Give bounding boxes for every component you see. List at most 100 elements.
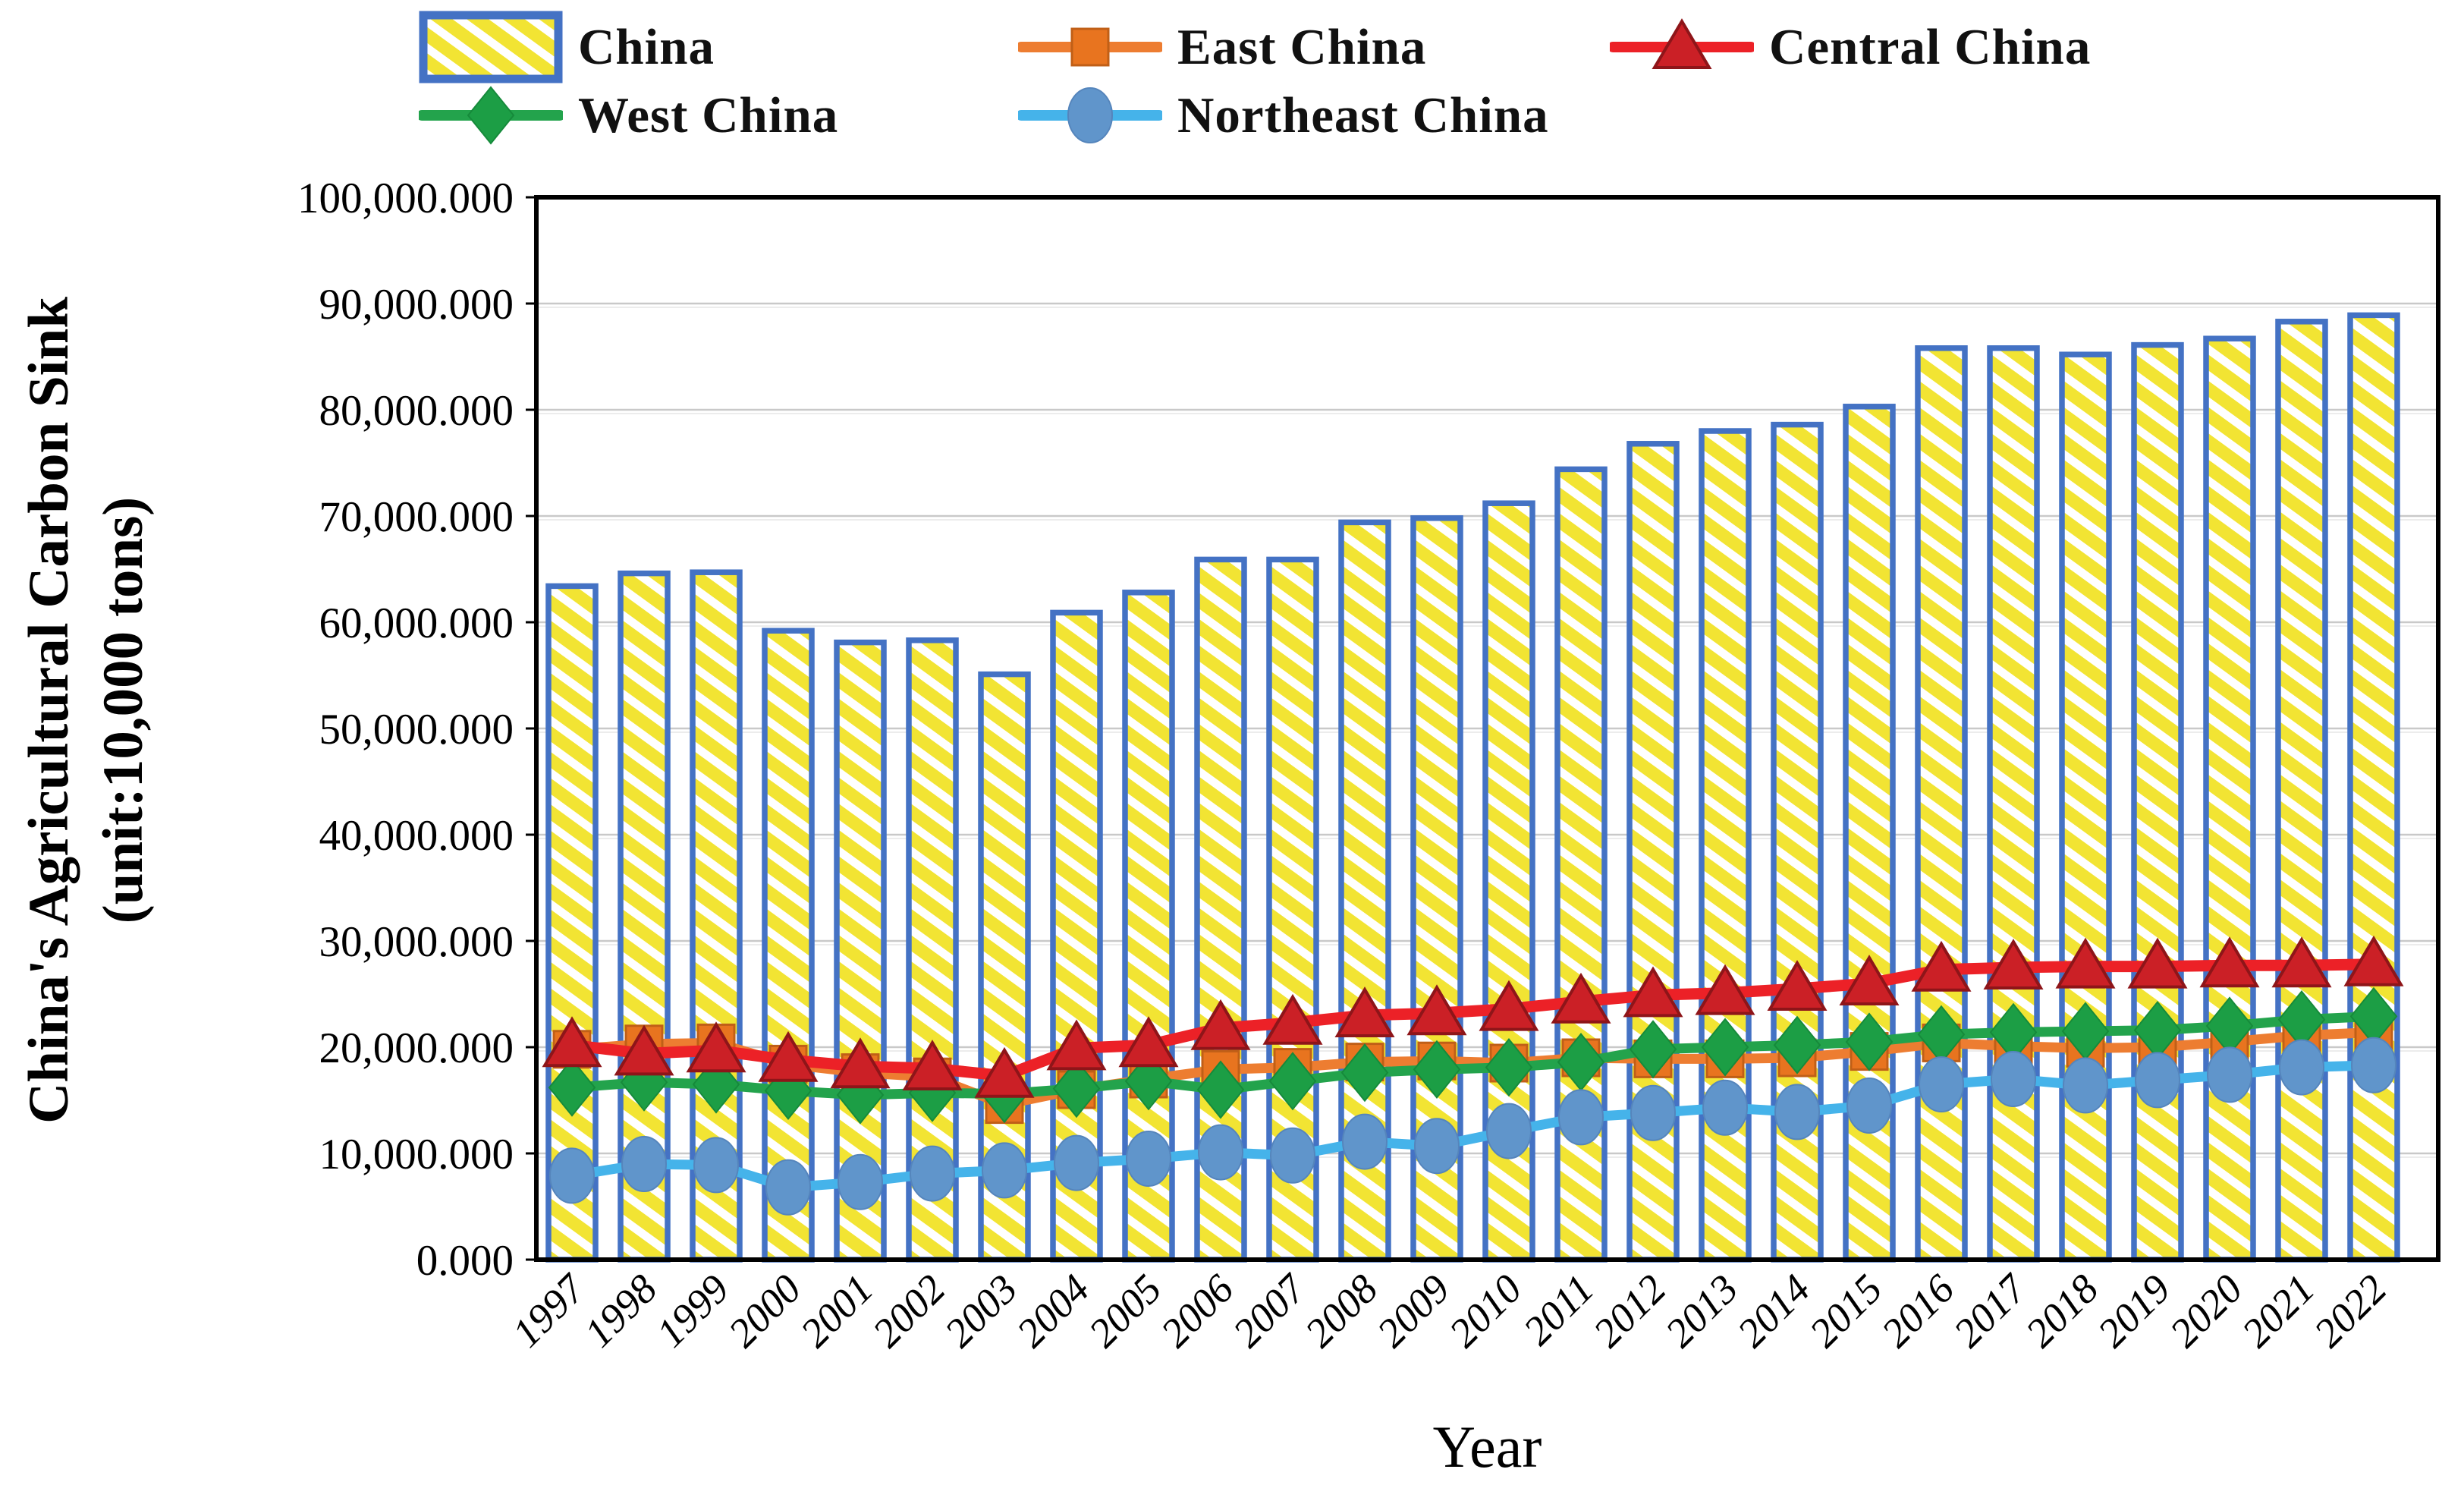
circle-marker [1558,1089,1604,1146]
line-series-layer [542,935,2404,1216]
circle-marker [2135,1052,2180,1109]
circle-marker [1054,1134,1099,1191]
x-tick-label: 2001 [792,1266,882,1356]
x-tick-label: 1997 [504,1265,595,1356]
circle-marker [982,1142,1027,1199]
y-tick-label: 90,000.000 [319,281,514,329]
triangle-marker [542,1016,602,1068]
triangle-marker [1190,999,1251,1050]
x-tick-label: 2000 [720,1266,810,1356]
triangle-marker [1406,984,1467,1036]
y-tick-label: 10,000.000 [319,1131,514,1178]
y-axis-title-line2: (unit:10,000 tons) [92,496,155,924]
x-tick-label: 2012 [1585,1266,1675,1356]
triangle-marker [1652,18,1712,69]
triangle-marker [2343,935,2404,986]
x-tick-label: 1998 [576,1266,666,1356]
bar [2203,335,2256,1263]
y-tick-label: 40,000.000 [319,812,514,860]
triangle-marker [2055,937,2116,989]
diamond-marker [1196,1060,1245,1119]
west-china-line-swatch-icon [419,86,563,145]
bar [545,583,599,1263]
x-axis-title: Year [1432,1414,1542,1480]
y-tick-label: 80,000.000 [319,387,514,435]
square-marker [1070,27,1110,67]
circle-marker [1270,1127,1315,1184]
x-tick-label: 2004 [1008,1266,1098,1356]
x-tick-label: 2018 [2017,1266,2107,1356]
legend-item-west-china: West China [419,79,838,152]
x-tick-label: 2020 [2161,1266,2252,1356]
circle-marker [1774,1084,1820,1140]
triangle-marker [974,1046,1035,1098]
diamond-marker [1485,1038,1533,1097]
line-series-northeast-china [549,1037,2396,1216]
circle-marker [1067,87,1113,143]
central-china-line-swatch-icon [1610,18,1754,69]
triangle-marker [1839,955,1900,1005]
circle-marker [838,1153,883,1210]
circle-marker [2279,1039,2324,1096]
circle-marker [693,1137,739,1194]
triangle-marker [614,1024,674,1076]
x-tick-label: 2008 [1296,1266,1387,1356]
circle-marker [2351,1037,2396,1093]
east-china-line-swatch-icon [1018,27,1162,67]
circle-marker [1198,1124,1243,1181]
triangle-marker [758,1030,819,1082]
bar [2059,351,2112,1263]
triangle-marker [1911,940,1972,992]
circle-marker [910,1145,955,1202]
bar [2275,319,2328,1263]
x-tick-label: 2007 [1224,1265,1315,1356]
circle-marker [2207,1046,2252,1103]
x-tick-label: 2013 [1657,1266,1747,1356]
circle-marker [1342,1113,1388,1170]
x-tick-label: 2006 [1152,1266,1243,1356]
triangle-marker [2127,937,2188,989]
circle-marker [1991,1051,2036,1107]
circle-marker [1846,1078,1892,1134]
diamond-marker [1629,1020,1677,1079]
circle-marker [1919,1056,1964,1112]
legend-label: Central China [1769,18,2092,75]
triangle-marker [1479,980,1539,1031]
x-tick-label: 2009 [1369,1266,1459,1356]
circle-marker [2063,1057,2108,1114]
y-tick-label: 0.000 [416,1237,514,1285]
triangle-marker [686,1021,746,1073]
northeast-china-line-swatch-icon [1018,87,1162,143]
plot-frame [526,195,2440,1262]
circle-marker [1126,1131,1171,1187]
diamond-marker [1701,1018,1749,1077]
bar [1987,345,2040,1263]
y-axis-title-line1: China's Agricultural Carbon Sink [17,297,80,1124]
diamond-marker [1340,1043,1389,1103]
diamond-marker [1773,1015,1821,1074]
legend-label: China [578,18,715,75]
x-tick-label: 2010 [1441,1266,1531,1356]
diamond-marker [1052,1059,1101,1118]
diamond-marker [1845,1012,1894,1071]
x-tick-label: 2005 [1080,1266,1171,1356]
triangle-marker [1118,1016,1179,1068]
triangle-marker [1767,960,1828,1011]
circle-marker [765,1159,811,1216]
x-tick-label: 2017 [1945,1265,2036,1356]
x-tick-label: 2021 [2233,1266,2324,1356]
triangle-marker [1623,966,1683,1018]
line-series-west-china [548,986,2398,1125]
circle-marker [549,1147,595,1204]
x-tick-label: 2015 [1801,1266,1891,1356]
x-tick-label: 2011 [1515,1266,1603,1354]
bar [1915,345,1968,1263]
legend-item-northeast-china: Northeast China [1018,79,1549,152]
diamond-marker [467,86,515,145]
bar [2347,312,2400,1263]
diamond-marker [1413,1040,1461,1099]
y-axis-title: China's Agricultural Carbon Sink (unit:1… [12,137,161,1283]
circle-marker [1702,1079,1748,1136]
y-tick-label: 20,000.000 [319,1024,514,1072]
